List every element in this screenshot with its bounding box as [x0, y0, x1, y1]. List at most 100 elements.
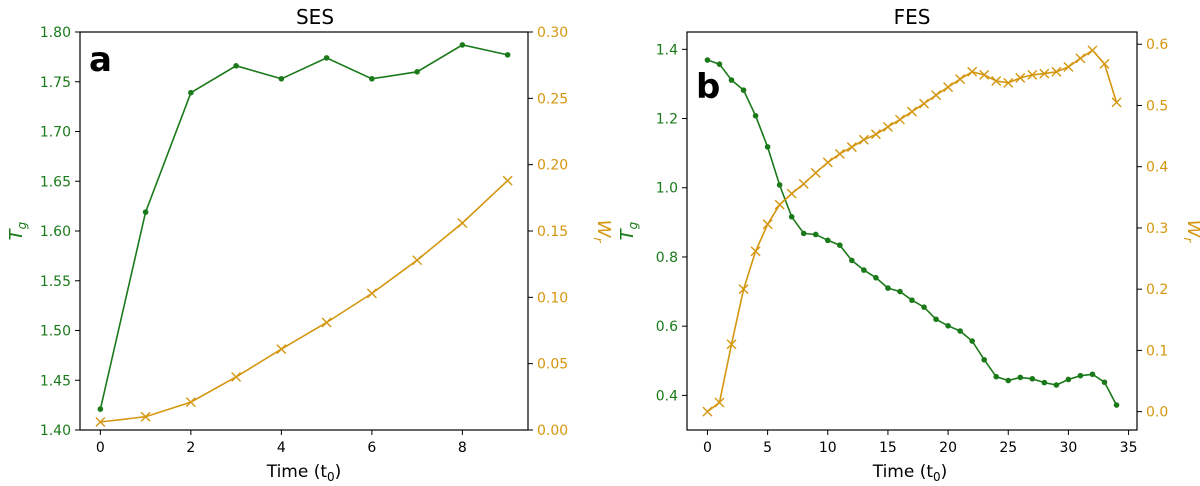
y-right-tick-label: 0.05: [537, 357, 568, 373]
y-right-tick-label: 0.00: [537, 423, 568, 439]
panel-label: a: [89, 40, 112, 80]
wr-data-point: [774, 199, 785, 210]
tg-data-point: [414, 69, 420, 75]
x-marker-stroke: [1015, 72, 1026, 83]
x-marker-stroke: [457, 218, 468, 229]
x-marker-stroke: [185, 397, 196, 408]
tg-data-point: [812, 231, 819, 238]
tg-data-point: [716, 61, 723, 67]
x-marker-stroke: [919, 98, 930, 109]
wr-data-point: [882, 121, 893, 132]
y-left-tick-label: 0.6: [656, 319, 678, 335]
wr-data-point: [1051, 66, 1062, 77]
tg-data-point: [278, 75, 285, 82]
x-tick-label: 15: [879, 440, 897, 456]
x-marker-stroke: [810, 167, 821, 178]
x-marker-stroke: [726, 339, 737, 350]
tg-data-point: [504, 52, 511, 58]
tg-data-point: [981, 356, 987, 363]
x-marker-stroke: [714, 397, 725, 408]
x-marker-stroke: [1075, 53, 1086, 64]
wr-data-point: [1039, 68, 1050, 79]
x-axis-label: Time (t0): [266, 462, 342, 484]
x-marker-stroke: [834, 148, 845, 159]
tg-data-point: [752, 112, 759, 119]
y-right-tick-label: 0.1: [1146, 343, 1168, 359]
x-tick-label: 5: [763, 440, 772, 456]
wr-data-point: [231, 371, 242, 382]
tg-data-point: [323, 55, 330, 61]
tg-data-point: [909, 297, 915, 304]
y-left-tick-label: 1.0: [656, 181, 678, 197]
y-axis-left-label: Tg: [617, 221, 640, 240]
tg-data-point: [776, 182, 783, 188]
tg-data-point: [1113, 402, 1120, 408]
tg-data-point: [1029, 375, 1036, 382]
x-tick-label: 20: [939, 440, 957, 456]
tg-data-point: [969, 338, 975, 344]
x-tick-label: 4: [277, 440, 286, 456]
panel-b-chart: FES b 0 5 10 15 20 25 30 35 0.4 0.6 0.8 1.0 1.2 1.4 0.…: [617, 5, 1200, 484]
wr-data-point: [762, 219, 773, 230]
x-marker-stroke: [943, 82, 954, 93]
tg-data-point: [993, 373, 1000, 380]
x-marker-stroke: [1003, 77, 1014, 88]
y-left-tick-label: 1.2: [656, 112, 678, 128]
x-marker-stroke: [502, 175, 513, 186]
wr-data-point: [955, 74, 966, 85]
tg-data-point: [873, 274, 879, 281]
wr-data-point: [738, 284, 749, 295]
tg-data-point: [824, 237, 831, 244]
tg-data-point: [459, 42, 466, 48]
x-marker-stroke: [774, 199, 785, 210]
y-left-tick-label: 1.70: [40, 125, 71, 141]
wr-data-point: [726, 339, 737, 350]
x-marker-stroke: [140, 411, 151, 422]
x-tick-label: 2: [186, 440, 195, 456]
x-tick-label: 8: [458, 440, 467, 456]
wr-data-point: [366, 288, 377, 299]
x-marker-stroke: [1051, 66, 1062, 77]
wr-data-point: [822, 157, 833, 168]
plot-layer: 0 5 10 15 20 25 30 35 0.4 0.6 0.8 1.0 1.2 1.4 0.0 0.1 0.…: [656, 37, 1169, 456]
y-left-tick-label: 1.50: [40, 324, 71, 340]
y-right-tick-label: 0.20: [537, 158, 568, 174]
wr-data-point: [919, 98, 930, 109]
tg-data-point: [1041, 379, 1048, 386]
wr-series-line: [707, 49, 1118, 413]
wr-data-point: [1027, 69, 1038, 80]
y-left-tick-label: 1.4: [656, 42, 678, 58]
x-marker-stroke: [95, 417, 106, 428]
x-marker-stroke: [931, 90, 942, 101]
wr-data-point: [907, 106, 917, 117]
wr-data-point: [979, 69, 990, 80]
x-marker-stroke: [1039, 68, 1050, 79]
wr-data-point: [457, 218, 468, 229]
tg-data-point: [933, 316, 939, 323]
y-left-tick-label: 1.75: [40, 75, 71, 91]
x-marker-stroke: [1063, 61, 1074, 72]
x-marker-stroke: [366, 288, 377, 299]
wr-data-point: [714, 397, 725, 408]
tg-data-point: [861, 267, 867, 273]
x-marker-stroke: [955, 74, 966, 85]
wr-data-point: [95, 417, 106, 428]
wr-data-point: [943, 82, 954, 93]
y-left-tick-label: 0.8: [656, 250, 678, 266]
wr-data-point: [834, 148, 845, 159]
tg-data-point: [897, 288, 903, 295]
x-marker-stroke: [786, 188, 797, 199]
y-right-tick-label: 0.0: [1146, 405, 1168, 421]
x-tick-label: 0: [703, 440, 712, 456]
wr-data-point: [1111, 97, 1122, 108]
y-left-tick-label: 1.80: [40, 25, 71, 41]
x-marker-stroke: [882, 121, 893, 132]
x-marker-stroke: [412, 255, 423, 266]
tg-data-point: [1089, 371, 1096, 378]
wr-series-line: [100, 180, 509, 423]
tg-data-point: [921, 304, 927, 310]
wr-data-point: [1003, 77, 1014, 88]
x-marker-stroke: [1087, 45, 1098, 56]
wr-data-point: [185, 397, 196, 408]
x-marker-stroke: [1027, 69, 1038, 80]
